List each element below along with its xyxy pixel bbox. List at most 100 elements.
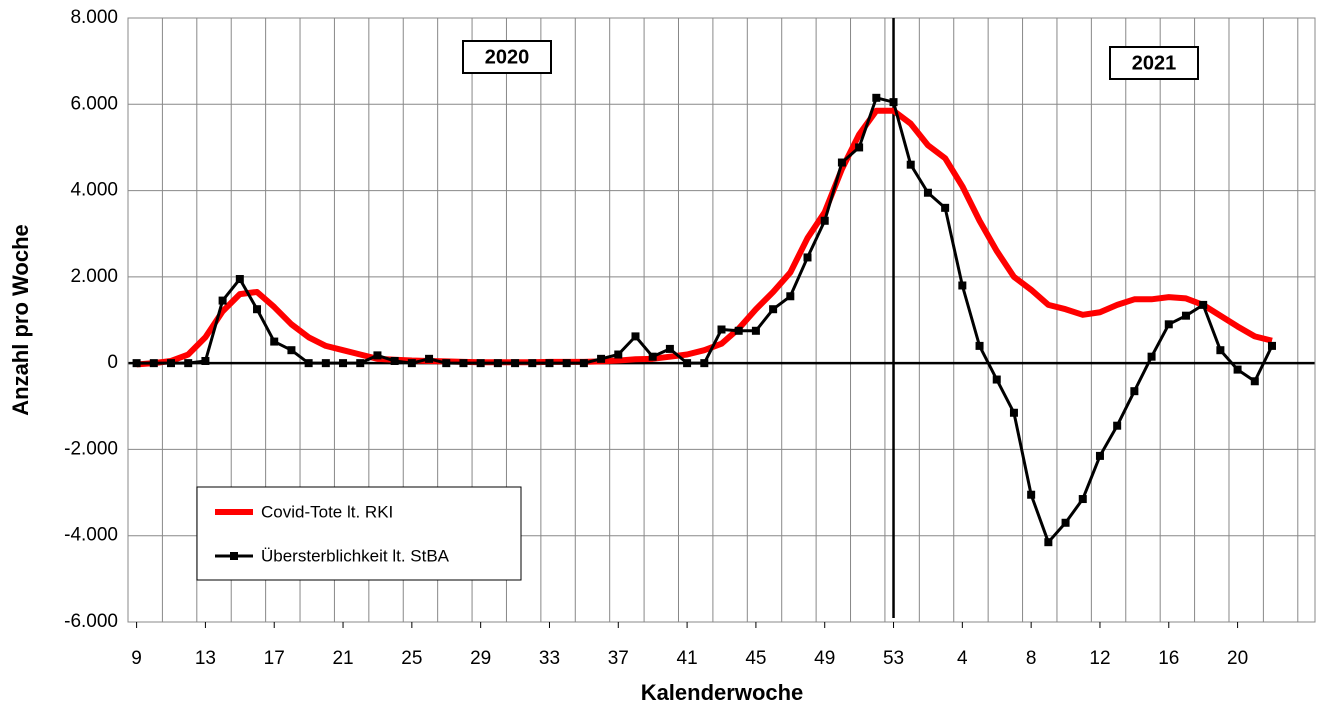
series-marker (1233, 365, 1242, 374)
x-axis-title: Kalenderwoche (641, 680, 804, 705)
legend-box (196, 486, 522, 581)
annotation: 2020 (485, 46, 530, 68)
series-marker (373, 351, 382, 360)
series-marker (1164, 320, 1173, 329)
x-tick-label: 41 (677, 648, 698, 669)
series-marker (614, 350, 623, 359)
x-tick-label: 37 (608, 648, 629, 669)
series-marker (132, 359, 141, 368)
legend-marker (230, 552, 238, 560)
series-marker (511, 359, 520, 368)
series-marker (1027, 490, 1036, 499)
x-tick-label: 16 (1158, 648, 1179, 669)
series-line (136, 107, 1273, 368)
series-marker (235, 275, 244, 284)
y-tick-label: -2.000 (64, 438, 118, 459)
series-marker (1044, 538, 1053, 547)
y-tick-label: 8.000 (70, 7, 118, 28)
series-marker (872, 93, 881, 102)
series-marker (184, 359, 193, 368)
legend-label: Übersterblichkeit lt. StBA (261, 546, 450, 565)
series-marker (304, 359, 313, 368)
series-marker (201, 356, 210, 365)
series-marker (906, 160, 915, 169)
x-tick-label: 13 (195, 648, 216, 669)
series-marker (1216, 346, 1225, 355)
series-marker (425, 354, 434, 363)
series-marker (700, 359, 709, 368)
series-marker (476, 359, 485, 368)
series-marker (837, 158, 846, 167)
series-marker (734, 326, 743, 335)
series-marker (321, 359, 330, 368)
series-marker (218, 296, 227, 305)
series-marker (803, 253, 812, 262)
series-marker (820, 216, 829, 225)
series-marker (339, 359, 348, 368)
series-marker (958, 281, 967, 290)
x-tick-label: 8 (1026, 648, 1037, 669)
series-marker (597, 354, 606, 363)
series-marker (855, 143, 864, 152)
annotation: 2021 (1132, 52, 1177, 74)
series-marker (751, 326, 760, 335)
x-tick-label: 21 (332, 648, 353, 669)
series-marker (992, 375, 1001, 384)
x-tick-label: 45 (745, 648, 766, 669)
x-tick-label: 17 (264, 648, 285, 669)
y-tick-label: -4.000 (64, 525, 118, 546)
x-tick-label: 53 (883, 648, 904, 669)
series-line (136, 96, 1274, 544)
series-marker (459, 359, 468, 368)
series-marker (1095, 451, 1104, 460)
y-tick-label: 2.000 (70, 266, 118, 287)
series-marker (1078, 495, 1087, 504)
x-tick-label: 29 (470, 648, 491, 669)
legend-label: Covid-Tote lt. RKI (261, 502, 393, 521)
series-marker (579, 359, 588, 368)
series-marker (631, 332, 640, 341)
annotation-box (462, 40, 552, 74)
series-marker (356, 359, 365, 368)
series-marker (562, 359, 571, 368)
series-marker (941, 203, 950, 212)
annotation-box (1109, 46, 1199, 80)
series-marker (149, 359, 158, 368)
series-marker (717, 325, 726, 334)
x-tick-label: 49 (814, 648, 835, 669)
series-marker (442, 359, 451, 368)
x-tick-label: 33 (539, 648, 560, 669)
series-marker (1199, 300, 1208, 309)
series-marker (545, 359, 554, 368)
series-marker (407, 359, 416, 368)
series-marker (493, 359, 502, 368)
series-marker (270, 337, 279, 346)
series-marker (167, 359, 176, 368)
y-tick-label: 4.000 (70, 180, 118, 201)
series-marker (390, 356, 399, 365)
y-tick-label: -6.000 (64, 611, 118, 632)
series-marker (648, 352, 657, 361)
series-marker (1267, 341, 1276, 350)
y-tick-label: 6.000 (70, 93, 118, 114)
series-marker (683, 359, 692, 368)
x-tick-label: 4 (957, 648, 968, 669)
series-marker (1113, 421, 1122, 430)
plot-frame (127, 17, 1316, 623)
series-marker (287, 346, 296, 355)
series-marker (769, 305, 778, 314)
y-axis-title: Anzahl pro Woche (8, 224, 33, 416)
series-marker (1250, 377, 1259, 386)
series-marker (923, 188, 932, 197)
series-marker (889, 98, 898, 107)
series-marker (1009, 408, 1018, 417)
series-marker (1130, 387, 1139, 396)
x-tick-label: 25 (401, 648, 422, 669)
series-marker (665, 344, 674, 353)
y-tick-label: 0 (107, 352, 118, 373)
series-marker (1147, 352, 1156, 361)
series-marker (528, 359, 537, 368)
series-marker (786, 292, 795, 301)
x-tick-label: 12 (1089, 648, 1110, 669)
